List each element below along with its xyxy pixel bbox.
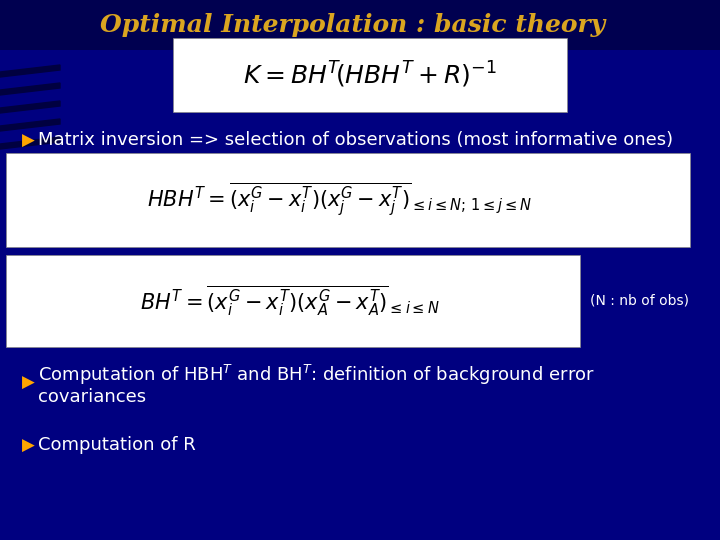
Polygon shape xyxy=(0,137,60,149)
FancyBboxPatch shape xyxy=(6,153,690,247)
Text: Computation of HBH$^T$ and BH$^T$: definition of background error: Computation of HBH$^T$ and BH$^T$: defin… xyxy=(38,363,595,387)
Polygon shape xyxy=(0,65,60,77)
Polygon shape xyxy=(0,119,60,131)
Text: $HBH^T = \overline{(x_i^G - x_i^T)(x_j^G - x_j^T)}_{\leq i \leq N;\, 1 \leq j \l: $HBH^T = \overline{(x_i^G - x_i^T)(x_j^G… xyxy=(148,181,533,219)
Text: Optimal Interpolation : basic theory: Optimal Interpolation : basic theory xyxy=(100,13,605,37)
Text: $\blacktriangleright$: $\blacktriangleright$ xyxy=(18,436,36,454)
Polygon shape xyxy=(0,101,60,113)
Text: Computation of R: Computation of R xyxy=(38,436,196,454)
FancyBboxPatch shape xyxy=(6,255,580,347)
FancyBboxPatch shape xyxy=(0,0,720,50)
Text: $\blacktriangleright$: $\blacktriangleright$ xyxy=(18,373,36,391)
Text: $BH^T = \overline{(x_i^G - x_i^T)(x_A^G - x_A^T)}_{\leq i \leq N}$: $BH^T = \overline{(x_i^G - x_i^T)(x_A^G … xyxy=(140,284,440,319)
Text: Matrix inversion => selection of observations (most informative ones): Matrix inversion => selection of observa… xyxy=(38,131,673,149)
Text: $\blacktriangleright$: $\blacktriangleright$ xyxy=(18,131,36,149)
Polygon shape xyxy=(0,83,60,95)
Text: $K = BH^T\!\left(HBH^T + R\right)^{-1}$: $K = BH^T\!\left(HBH^T + R\right)^{-1}$ xyxy=(243,60,497,90)
FancyBboxPatch shape xyxy=(173,38,567,112)
Text: covariances: covariances xyxy=(38,388,146,406)
Text: (N : nb of obs): (N : nb of obs) xyxy=(590,294,690,308)
